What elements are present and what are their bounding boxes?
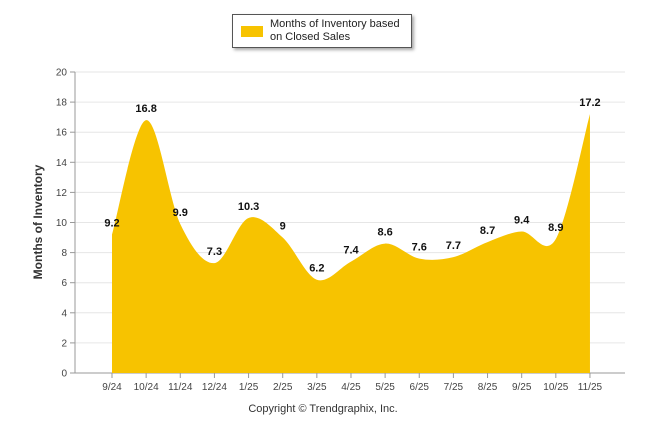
- x-tick-label: 9/25: [512, 382, 532, 393]
- y-tick-label: 14: [56, 158, 68, 169]
- x-tick-label: 5/25: [375, 382, 395, 393]
- area-series: [112, 114, 590, 373]
- data-label: 7.4: [343, 245, 359, 257]
- legend-swatch: [241, 26, 263, 37]
- y-tick-label: 20: [56, 68, 68, 79]
- y-tick-label: 0: [61, 369, 67, 380]
- y-tick-label: 4: [61, 308, 67, 319]
- x-tick-label: 10/25: [543, 382, 568, 393]
- data-label: 6.2: [309, 263, 324, 275]
- data-label: 8.7: [480, 225, 495, 237]
- x-tick-label: 6/25: [410, 382, 430, 393]
- x-tick-label: 1/25: [239, 382, 259, 393]
- data-label: 9.4: [514, 215, 530, 227]
- x-tick-label: 11/25: [578, 382, 603, 393]
- x-tick-label: 9/24: [102, 382, 122, 393]
- data-label: 10.3: [238, 201, 259, 213]
- x-tick-label: 11/24: [168, 382, 193, 393]
- data-label: 9: [280, 221, 286, 233]
- x-tick-label: 8/25: [478, 382, 498, 393]
- data-label: 17.2: [579, 97, 600, 109]
- x-tick-label: 7/25: [444, 382, 464, 393]
- data-label: 7.7: [446, 240, 461, 252]
- legend: Months of Inventory based on Closed Sale…: [232, 14, 412, 48]
- copyright-footer: Copyright © Trendgraphix, Inc.: [248, 403, 398, 415]
- data-label: 9.9: [173, 207, 188, 219]
- data-label: 16.8: [135, 103, 156, 115]
- y-tick-label: 16: [56, 128, 68, 139]
- x-tick-label: 2/25: [273, 382, 293, 393]
- y-tick-label: 10: [56, 218, 68, 229]
- x-tick-label: 10/24: [134, 382, 159, 393]
- y-tick-label: 18: [56, 98, 68, 109]
- y-tick-labels: 0 2 4 6 8 10 12 14 16 18 20: [56, 68, 68, 380]
- y-tick-label: 12: [56, 188, 68, 199]
- x-tick-label: 4/25: [341, 382, 361, 393]
- y-tick-label: 2: [61, 338, 67, 349]
- x-tick-label: 3/25: [307, 382, 327, 393]
- x-tick-label: 12/24: [202, 382, 227, 393]
- data-label: 7.3: [207, 246, 222, 258]
- y-tick-label: 8: [61, 248, 67, 259]
- data-labels: 9.2 16.8 9.9 7.3 10.3 9 6.2 7.4 8.6 7.6 7.7 8.7 9.4 8…: [104, 97, 600, 275]
- data-label: 8.6: [377, 227, 392, 239]
- data-label: 8.9: [548, 222, 563, 234]
- y-tick-label: 6: [61, 278, 67, 289]
- y-axis-title: Months of Inventory: [31, 164, 45, 280]
- legend-label: Months of Inventory based on Closed Sale…: [270, 18, 400, 43]
- data-label: 7.6: [412, 242, 427, 254]
- x-tick-labels: 9/24 10/24 11/24 12/24 1/25 2/25 3/25 4/25 5/25 6…: [102, 382, 602, 393]
- data-label: 9.2: [104, 218, 119, 230]
